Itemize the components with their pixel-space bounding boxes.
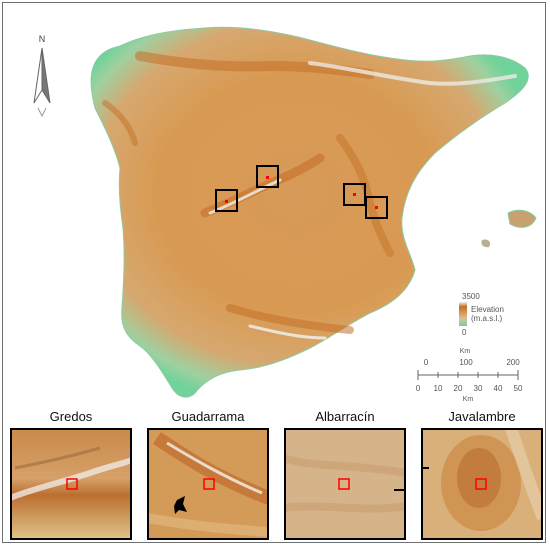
panel-albarracin-map [284, 428, 406, 540]
study-box-javalambre [365, 196, 388, 219]
site-marker-javalambre [375, 206, 378, 209]
site-marker-gredos [225, 200, 228, 203]
panel-guadarrama-map [147, 428, 269, 540]
scale-bar: Km 0 100 200 0 10 20 30 40 50 Km [416, 348, 523, 403]
study-areas [215, 165, 388, 219]
scale-bottom-tick-50: 50 [514, 384, 523, 393]
study-box-albarracin [343, 183, 366, 206]
site-marker-albarracin [353, 193, 356, 196]
panel-gredos: Gredos [10, 409, 132, 541]
scale-bottom-tick-0: 0 [416, 384, 421, 393]
scale-top-tick-0: 0 [424, 358, 429, 367]
panel-albarracin: Albarracín [284, 409, 406, 541]
legend-color-ramp [459, 302, 467, 326]
north-arrow: N [33, 34, 51, 118]
panel-javalambre: Javalambre [421, 409, 543, 541]
iberia-elevation-map: N 3500 Elevation (m.a.s.l.) 0 Km [10, 8, 540, 406]
elevation-legend: 3500 Elevation (m.a.s.l.) 0 [459, 292, 504, 337]
scale-top-tick-200: 200 [506, 358, 520, 367]
panel-title-guadarrama: Guadarrama [171, 409, 245, 424]
site-marker-guadarrama [266, 176, 269, 179]
legend-units: (m.a.s.l.) [471, 314, 502, 323]
scale-bottom-unit: Km [463, 396, 474, 403]
panel-gredos-map [10, 428, 132, 540]
scale-top-tick-100: 100 [459, 358, 473, 367]
scale-top-unit: Km [460, 348, 471, 355]
scale-bottom-tick-30: 30 [474, 384, 483, 393]
study-box-guadarrama [256, 165, 279, 188]
panel-guadarrama: Guadarrama [147, 409, 269, 541]
panel-javalambre-map [421, 428, 543, 540]
north-label: N [39, 34, 46, 44]
scale-bottom-tick-40: 40 [494, 384, 503, 393]
figure-frame [2, 2, 546, 543]
legend-min: 0 [462, 328, 467, 337]
study-box-gredos [215, 189, 238, 212]
legend-max: 3500 [462, 292, 480, 301]
black-site-marker [174, 496, 187, 514]
panel-title-javalambre: Javalambre [448, 409, 516, 424]
panel-title-albarracin: Albarracín [315, 409, 375, 424]
panel-title-gredos: Gredos [49, 409, 93, 424]
map-svg: N 3500 Elevation (m.a.s.l.) 0 Km [33, 26, 537, 403]
scale-bottom-tick-10: 10 [434, 384, 443, 393]
balearic-islands [481, 209, 537, 248]
scale-bottom-tick-20: 20 [454, 384, 463, 393]
iberian-peninsula [90, 26, 529, 398]
legend-title: Elevation [471, 305, 504, 314]
